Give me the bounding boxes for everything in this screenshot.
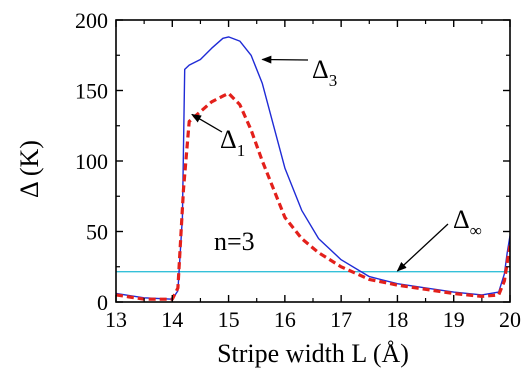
x-tick-label: 14 bbox=[161, 307, 183, 332]
y-tick-label: 0 bbox=[97, 290, 108, 315]
x-tick-label: 20 bbox=[499, 307, 521, 332]
y-tick-label: 100 bbox=[75, 149, 108, 174]
y-axis-title: Δ (K) bbox=[15, 140, 44, 198]
y-tick-label: 50 bbox=[86, 220, 108, 245]
x-axis-title: Stripe width L (Å) bbox=[217, 339, 409, 368]
x-tick-label: 18 bbox=[386, 307, 408, 332]
series-line-1 bbox=[116, 91, 510, 301]
y-tick-label: 200 bbox=[75, 8, 108, 33]
annotation-n-value: n=3 bbox=[214, 227, 255, 256]
annotation-delta-1: Δ1 bbox=[220, 125, 245, 160]
x-tick-label: 13 bbox=[105, 307, 127, 332]
plot-series bbox=[116, 36, 510, 301]
annotation-arrows bbox=[191, 55, 449, 272]
x-tick-label: 17 bbox=[330, 307, 352, 332]
y-tick-label: 150 bbox=[75, 79, 108, 104]
annotation-arrow bbox=[396, 223, 449, 272]
x-tick-label: 15 bbox=[218, 307, 240, 332]
annotation-delta-infinity: Δ∞ bbox=[453, 205, 482, 240]
annotation-arrow bbox=[261, 55, 309, 64]
annotation-delta-3: Δ3 bbox=[312, 55, 337, 90]
annotations: Δ3 Δ1 Δ∞ n=3 bbox=[214, 55, 482, 256]
annotation-arrow bbox=[191, 113, 223, 133]
x-tick-label: 19 bbox=[443, 307, 465, 332]
axis-ticks bbox=[115, 19, 511, 303]
x-tick-label: 16 bbox=[274, 307, 296, 332]
